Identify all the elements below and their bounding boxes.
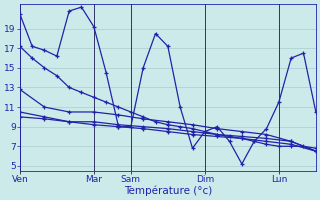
X-axis label: Température (°c): Température (°c) <box>124 185 212 196</box>
